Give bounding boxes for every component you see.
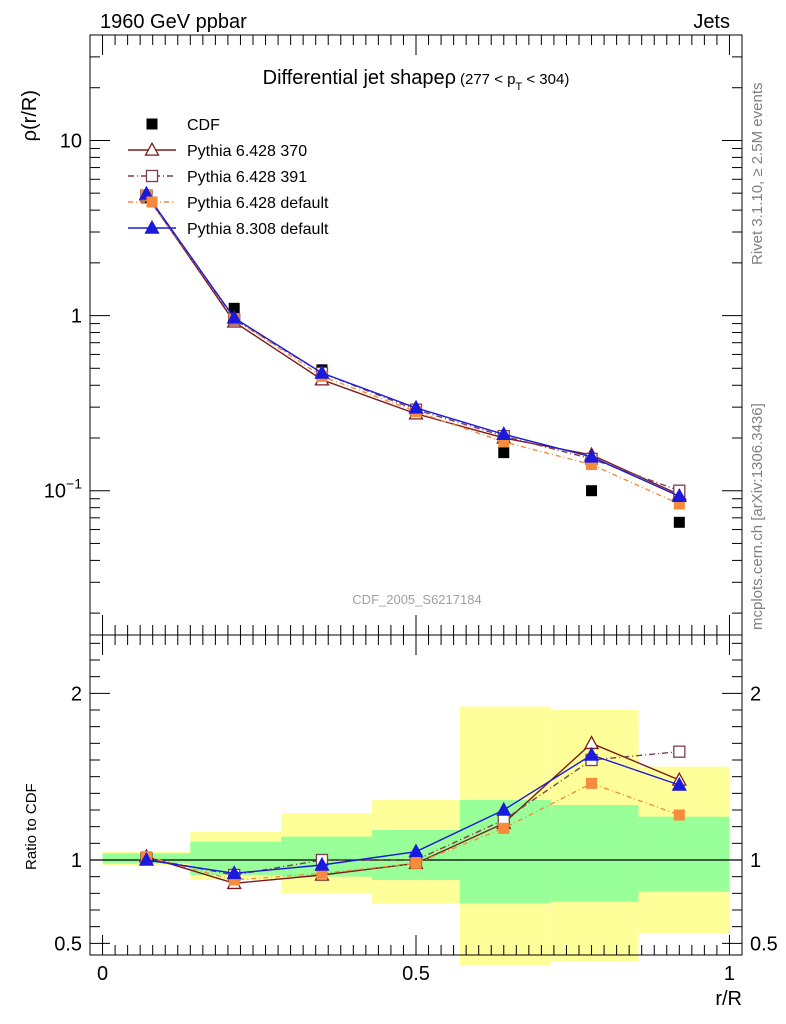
main-series-4-point	[408, 399, 424, 414]
observable-group-label: Jets	[693, 11, 730, 33]
cdf-data-point	[586, 485, 598, 497]
cdf-data-point	[673, 516, 685, 528]
ratio-series-3-point	[410, 857, 422, 869]
ratio-series-4-point	[314, 856, 330, 871]
ratio-y-tick-label: 2	[71, 683, 82, 705]
mcplots-credit-label: mcplots.cern.ch [arXiv:1306.3436]	[749, 403, 766, 630]
ratio-series-4-point	[496, 801, 512, 816]
title-main-text: Differential jet shapeρ	[263, 67, 456, 89]
ratio-y-tick-label: 1	[71, 850, 82, 872]
main-series-4-point	[226, 309, 242, 324]
ratio-series-3-point	[498, 822, 510, 834]
legend-marker-cdf	[146, 118, 158, 130]
cdf-data-point	[228, 302, 240, 314]
legend-entry-label: Pythia 6.428 370	[187, 143, 307, 160]
ratio-series-4-point	[583, 746, 600, 761]
main-series-line-3	[145, 194, 680, 505]
ratio-y-tick-label-right: 0.5	[750, 933, 778, 955]
process-label: 1960 GeV ppbar	[100, 11, 247, 33]
ratio-series-4-point	[138, 851, 155, 866]
main-y-axis-label: ρ(r/R)	[19, 90, 41, 141]
ratio-series-2-point	[673, 745, 686, 758]
main-series-4-point	[138, 185, 155, 200]
title-range-end: < 304)	[522, 71, 569, 88]
legend-entry-label: Pythia 8.308 default	[187, 221, 329, 238]
title-range-text: (277 < p	[460, 71, 515, 88]
analysis-watermark: CDF_2005_S6217184	[352, 592, 481, 607]
ratio-plot-panel: Ratio to CDF r/R 0 0.5 1 2 2 1 1 0.5 0.5	[23, 634, 778, 1010]
legend-marker	[144, 141, 160, 156]
main-series-line-2	[145, 195, 680, 492]
cdf-data-point	[498, 447, 510, 459]
legend-marker	[146, 196, 158, 208]
legend-entry-label: Pythia 6.428 391	[187, 169, 307, 186]
uncertainty-band-inner	[638, 816, 730, 892]
ratio-y-axis-label: Ratio to CDF	[23, 783, 40, 870]
main-y-tick-label: 1	[71, 306, 82, 328]
ratio-series-3-point	[673, 809, 685, 821]
main-series-line-4	[145, 193, 680, 497]
ratio-series-3-point	[586, 777, 598, 789]
ratio-y-tick-label-right: 1	[750, 850, 761, 872]
ratio-series-4-point	[671, 776, 687, 791]
main-series-4-point	[671, 488, 687, 502]
legend-entry-label: Pythia 6.428 default	[187, 195, 329, 212]
ratio-series-4-point	[408, 843, 424, 858]
legend: CDF Pythia 6.428 370 Pythia 6.428 391 Pythi…	[128, 117, 329, 238]
rivet-version-label: Rivet 3.1.10, ≥ 2.5M events	[749, 83, 766, 266]
main-series-4-point	[314, 364, 330, 379]
main-series-4-point	[496, 426, 512, 441]
main-y-tick-label: 10−1	[44, 476, 82, 503]
x-tick-label: 0.5	[402, 963, 430, 985]
main-series-line-1	[145, 194, 680, 496]
legend-marker	[145, 169, 159, 183]
legend-marker	[144, 219, 160, 234]
uncertainty-band-inner	[550, 805, 639, 902]
main-plot-title: Differential jet shapeρ (277 < pT < 304)	[263, 67, 570, 93]
x-axis-label: r/R	[715, 988, 742, 1010]
main-series-4-point	[583, 448, 600, 463]
ratio-series-4-point	[226, 865, 242, 880]
legend-entry-label: CDF	[187, 117, 220, 134]
x-tick-label: 0	[97, 963, 108, 985]
main-y-tick-label: 10	[60, 130, 82, 152]
title-range-subscript: T	[515, 81, 522, 93]
ratio-y-tick-label: 0.5	[54, 933, 82, 955]
x-tick-label: 1	[724, 963, 735, 985]
main-plot-panel: CDF_2005_S6217184 Differential jet shape…	[19, 34, 743, 636]
ratio-y-tick-label-right: 2	[750, 683, 761, 705]
